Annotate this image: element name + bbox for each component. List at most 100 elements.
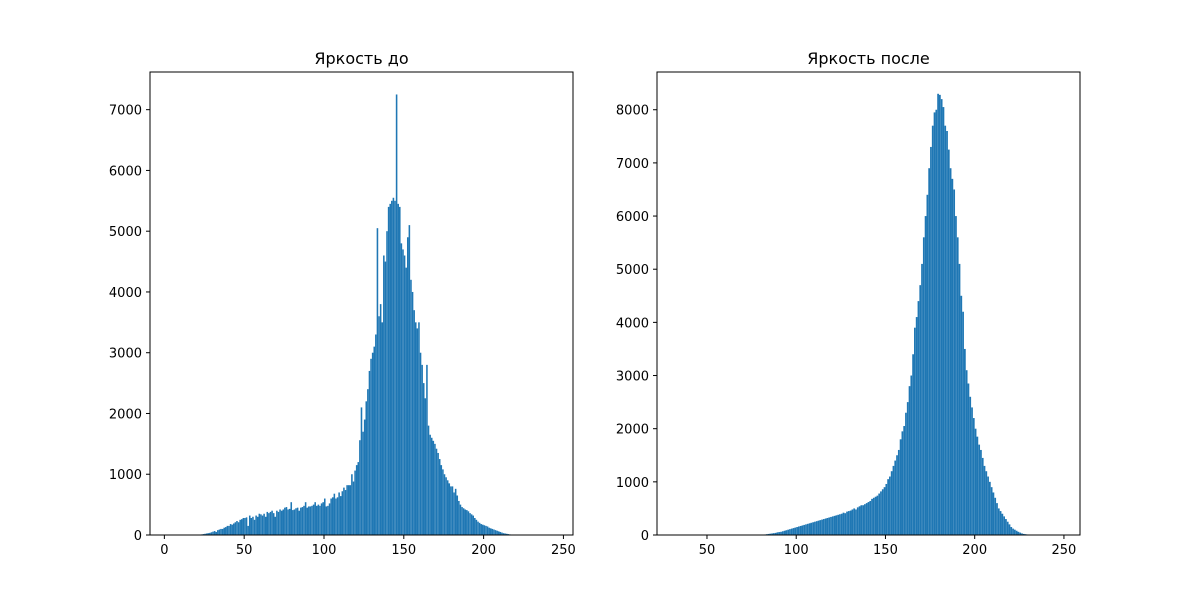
histogram-before-bar bbox=[239, 519, 241, 535]
histogram-after-bar bbox=[1013, 529, 1016, 535]
histogram-before-bar bbox=[446, 480, 449, 535]
histogram-before-bar bbox=[421, 364, 423, 535]
histogram-after-bar bbox=[819, 520, 822, 535]
histogram-before-bar bbox=[438, 459, 441, 535]
x-tick-label: 0 bbox=[160, 543, 168, 558]
histogram-before-bar bbox=[453, 492, 455, 535]
histogram-before-bar bbox=[373, 346, 376, 535]
histogram-after-bar bbox=[981, 457, 984, 535]
histogram-before-bar bbox=[316, 505, 318, 535]
histogram-before-bar bbox=[255, 515, 257, 535]
histogram-after-bar bbox=[1019, 532, 1022, 535]
histogram-after-bar bbox=[990, 487, 993, 535]
histogram-after-bar bbox=[773, 533, 775, 535]
histogram-before-bar bbox=[319, 505, 321, 535]
histogram-after-bar bbox=[928, 168, 931, 535]
histogram-before-bar bbox=[233, 523, 235, 535]
histogram-after-bar bbox=[910, 375, 913, 535]
histogram-before-bar bbox=[308, 506, 310, 535]
histogram-after-bar bbox=[801, 525, 804, 535]
x-tick-label: 200 bbox=[962, 543, 987, 558]
x-tick-label: 50 bbox=[699, 543, 716, 558]
y-tick-label: 3000 bbox=[109, 347, 142, 362]
histogram-before-bar bbox=[204, 533, 206, 535]
histogram-after-bar bbox=[944, 125, 947, 535]
histogram-before-bar bbox=[218, 529, 221, 535]
histogram-after-bar bbox=[914, 327, 916, 535]
histogram-before-bar bbox=[311, 505, 313, 535]
histogram-before-bar bbox=[427, 425, 430, 535]
histogram-after-bar bbox=[939, 94, 941, 536]
histogram-before-bar bbox=[229, 524, 232, 535]
histogram-before-bar bbox=[493, 529, 495, 535]
histogram-before-bar bbox=[231, 524, 233, 535]
histogram-after-bar bbox=[790, 528, 793, 535]
histogram-after-bar bbox=[872, 497, 875, 535]
histogram-after-bar bbox=[785, 530, 788, 535]
histogram-after-bar bbox=[969, 396, 972, 535]
histogram-before-bar bbox=[442, 469, 444, 535]
histogram-after-bar bbox=[940, 99, 943, 536]
histogram-before-bar bbox=[221, 528, 224, 535]
histogram-after-bar bbox=[924, 216, 927, 535]
histogram-before-bar bbox=[419, 352, 422, 535]
y-tick-label: 6000 bbox=[616, 210, 649, 225]
histogram-before-bar bbox=[497, 531, 500, 535]
histogram-before-bar bbox=[488, 527, 490, 535]
histogram-before-bar bbox=[381, 322, 384, 535]
histogram-after-bar bbox=[833, 515, 836, 535]
histogram-before-bar bbox=[220, 528, 222, 535]
histogram-before-bar bbox=[333, 493, 336, 535]
histogram-after-bar bbox=[978, 444, 981, 535]
histogram-after-bar bbox=[787, 529, 790, 535]
histogram-after-bar bbox=[776, 532, 779, 535]
histogram-before-bar bbox=[375, 334, 377, 535]
histogram-before-bar bbox=[478, 522, 481, 535]
histogram-before-bar bbox=[434, 443, 436, 535]
histogram-before-bar bbox=[378, 316, 380, 535]
histogram-before-bar bbox=[263, 513, 265, 535]
histogram-after-bar bbox=[960, 295, 963, 535]
histogram-before-bar bbox=[430, 437, 433, 535]
histogram-after-bar bbox=[830, 516, 832, 535]
histogram-after-bar bbox=[799, 525, 802, 535]
histogram-after-bar bbox=[890, 471, 893, 535]
histogram-after-bar bbox=[831, 516, 834, 535]
histogram-before-bar bbox=[296, 507, 299, 535]
histogram-after-bar bbox=[812, 522, 815, 535]
histogram-after-bar bbox=[908, 386, 911, 535]
histogram-before-bar bbox=[261, 515, 264, 535]
histogram-before-bar bbox=[352, 481, 355, 535]
histogram-before-bar bbox=[256, 516, 259, 535]
histogram-after-bar bbox=[789, 529, 791, 535]
histogram-before-bar bbox=[288, 508, 291, 535]
histogram-before-bar bbox=[482, 524, 484, 535]
histogram-before-bar bbox=[485, 525, 487, 535]
x-tick-label: 150 bbox=[391, 543, 416, 558]
histogram-before-bar bbox=[354, 470, 356, 535]
histogram-after-bar bbox=[878, 493, 881, 535]
histogram-before-bar bbox=[300, 507, 302, 535]
x-tick-label: 200 bbox=[471, 543, 496, 558]
histogram-before-bar bbox=[360, 407, 363, 535]
histogram-before-bar bbox=[306, 507, 308, 535]
histogram-before-bar bbox=[486, 526, 489, 535]
histogram-before-bar bbox=[416, 328, 419, 535]
histogram-after-bar bbox=[856, 507, 859, 535]
histogram-before-bar bbox=[234, 522, 237, 535]
histogram-before-bar bbox=[328, 503, 331, 535]
histogram-after-bar bbox=[814, 521, 816, 535]
histogram-before-bar bbox=[454, 488, 457, 535]
histogram-after-bar bbox=[865, 503, 868, 535]
histogram-after-bar bbox=[962, 311, 964, 535]
histogram-before-bar bbox=[343, 487, 345, 535]
histogram-after-bar bbox=[965, 370, 968, 535]
histogram-before-bar bbox=[387, 206, 390, 535]
histogram-after-bar bbox=[815, 521, 818, 535]
histogram-after-bar bbox=[769, 533, 772, 535]
histogram-before-bar bbox=[312, 504, 315, 535]
histogram-before-bar bbox=[276, 510, 278, 535]
x-tick-label: 250 bbox=[551, 543, 576, 558]
histogram-before-bar bbox=[477, 521, 479, 535]
